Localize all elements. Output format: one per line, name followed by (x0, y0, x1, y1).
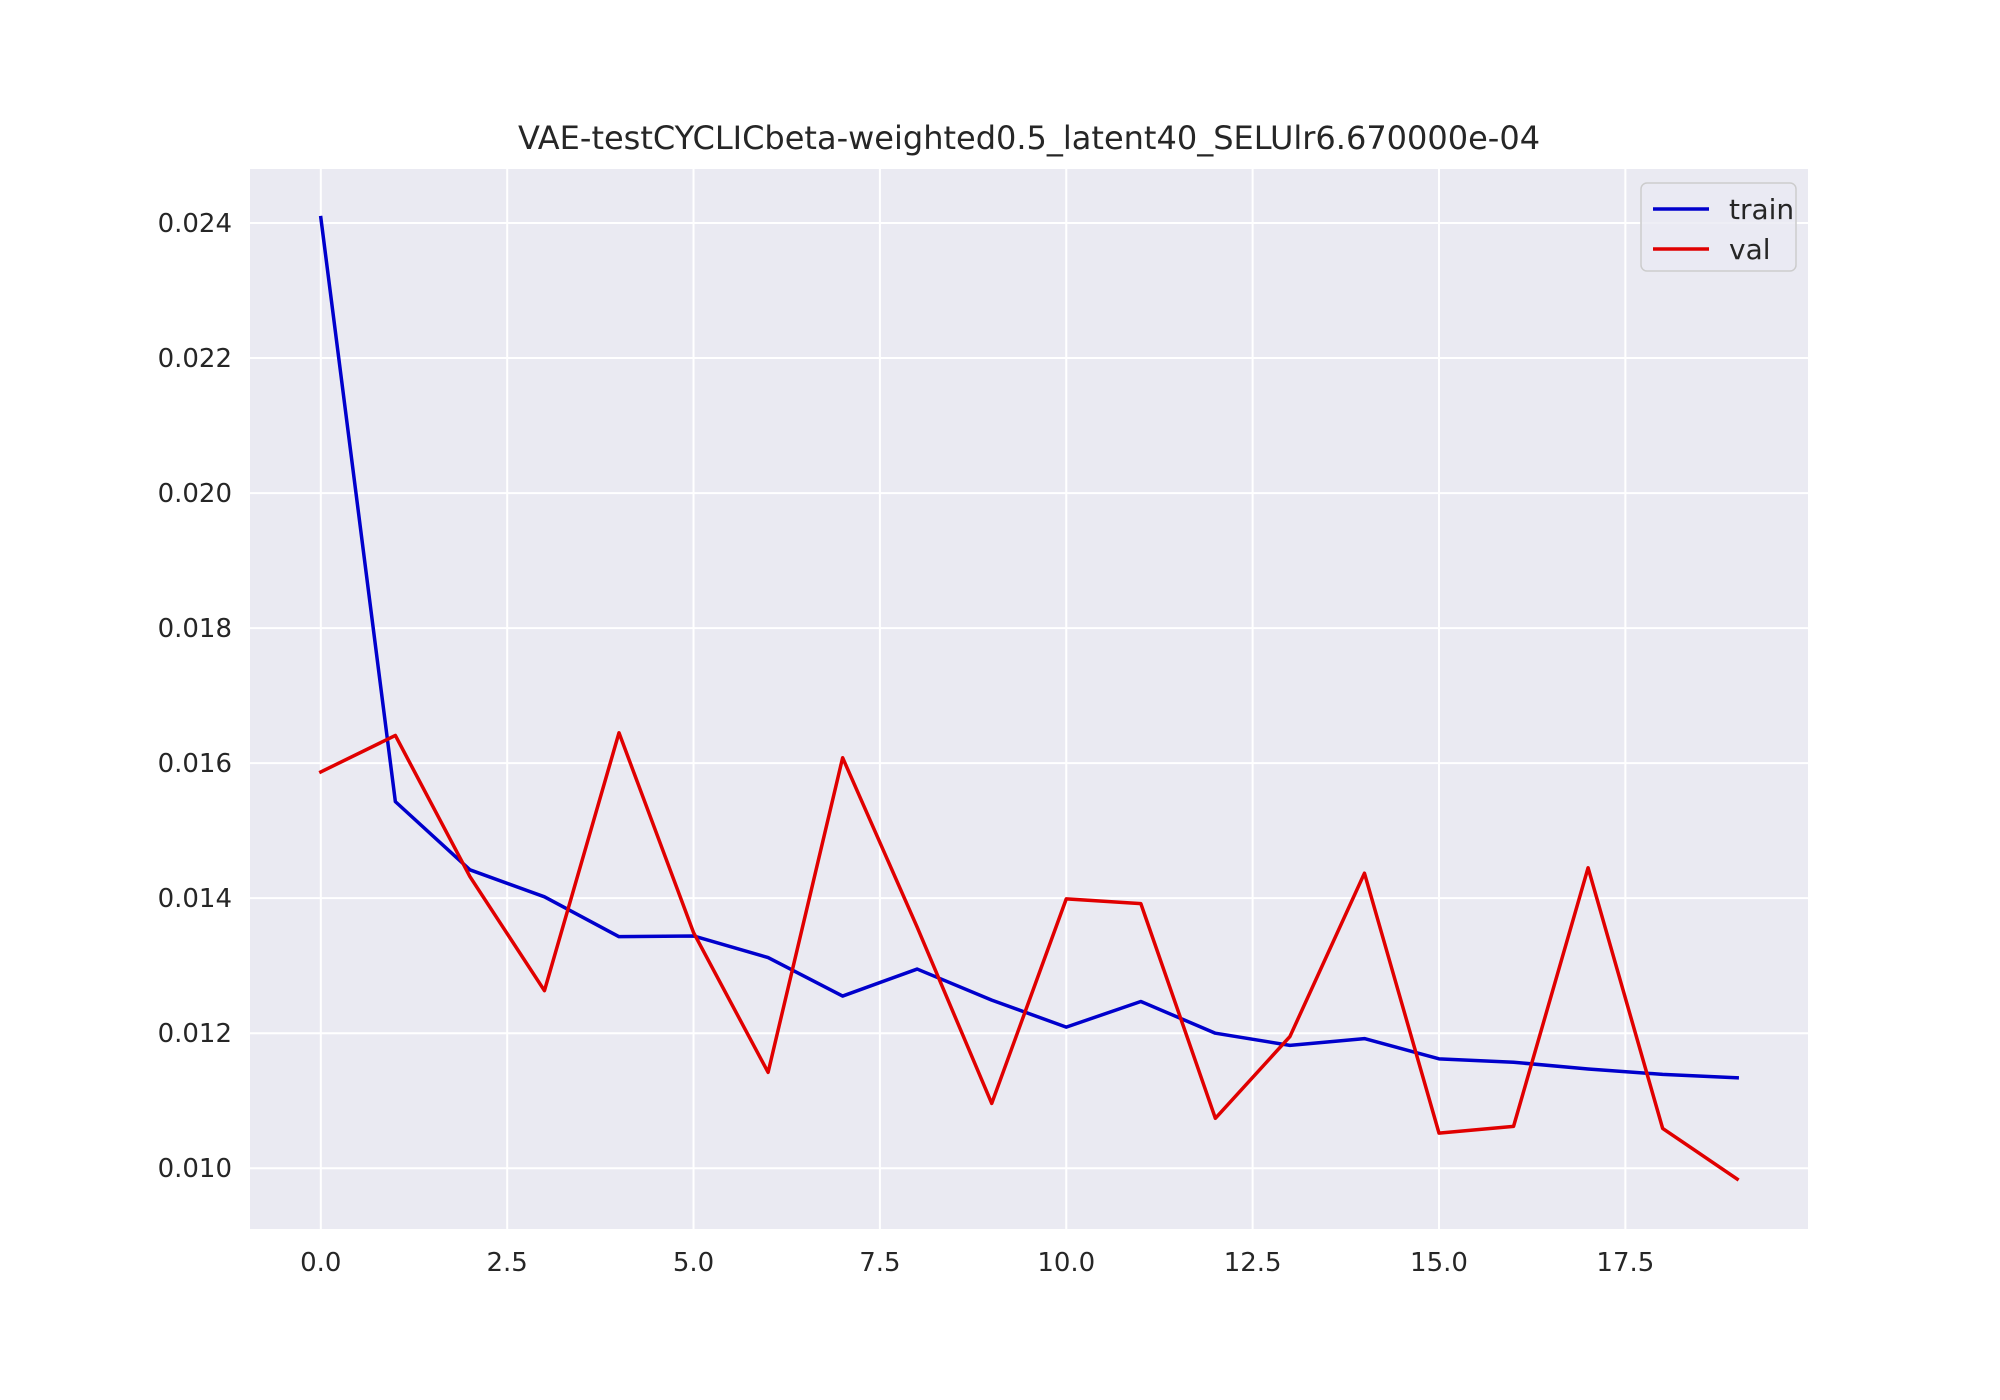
series-line-val (318, 731, 1740, 1182)
x-tick-label: 7.5 (859, 1248, 900, 1278)
y-tick-label: 0.012 (158, 1019, 232, 1049)
x-tick-label: 15.0 (1410, 1248, 1468, 1278)
x-axis-tick-labels: 0.0 2.5 5.0 7.5 10.0 12.5 15.0 17.5 (300, 1248, 1654, 1278)
grid (250, 169, 1808, 1229)
x-tick-label: 10.0 (1037, 1248, 1095, 1278)
y-tick-label: 0.010 (158, 1154, 232, 1184)
x-tick-label: 0.0 (300, 1248, 341, 1278)
y-tick-label: 0.014 (158, 884, 232, 914)
legend-label-val: val (1729, 233, 1771, 266)
series-lines (318, 215, 1740, 1182)
y-tick-label: 0.022 (158, 344, 232, 374)
y-axis-tick-labels: 0.010 0.012 0.014 0.016 0.018 0.020 0.022 0.024 (158, 209, 232, 1184)
x-tick-label: 17.5 (1596, 1248, 1654, 1278)
y-tick-label: 0.020 (158, 479, 232, 509)
plot-area (250, 169, 1808, 1229)
series-line-train (318, 215, 1740, 1080)
x-tick-label: 2.5 (487, 1248, 528, 1278)
legend-label-train: train (1729, 193, 1794, 226)
y-tick-label: 0.024 (158, 209, 232, 239)
chart-title: VAE-testCYCLICbeta-weighted0.5_latent40_… (518, 119, 1540, 157)
x-tick-label: 5.0 (673, 1248, 714, 1278)
legend: train val (1640, 182, 1797, 272)
y-tick-label: 0.016 (158, 749, 232, 779)
y-tick-label: 0.018 (158, 614, 232, 644)
x-tick-label: 12.5 (1224, 1248, 1282, 1278)
